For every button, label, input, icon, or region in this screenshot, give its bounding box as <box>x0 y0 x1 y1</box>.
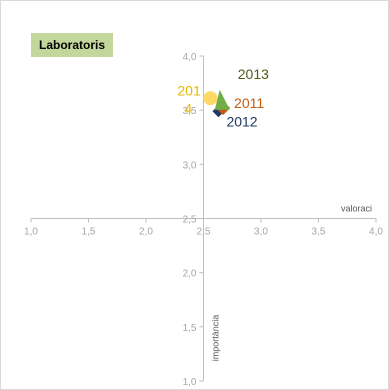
y-tick-label: 3,5 <box>183 106 197 117</box>
data-label-2013: 2013 <box>238 66 269 82</box>
x-tick-label: 4,0 <box>369 227 383 238</box>
y-axis-title: importància <box>211 315 221 362</box>
x-tick-label: 1,0 <box>24 227 38 238</box>
x-tick-label: 2,0 <box>139 227 153 238</box>
y-tick-label: 4,0 <box>183 52 197 63</box>
data-label-2012: 2012 <box>226 113 257 129</box>
y-tick-label: 2,5 <box>183 215 197 226</box>
point-2013 <box>214 89 230 110</box>
y-tick-label: 3,0 <box>183 160 197 171</box>
point-2014 <box>203 91 218 106</box>
x-tick-label: 2,5 <box>197 227 211 238</box>
x-tick-label: 1,5 <box>82 227 96 238</box>
x-tick-label: 3,5 <box>312 227 326 238</box>
data-label-2014: 201 <box>177 82 201 98</box>
y-tick-label: 1,0 <box>183 377 197 388</box>
x-axis-title: valoraci <box>341 204 372 214</box>
x-tick-label: 3,0 <box>254 227 268 238</box>
data-label-2014: 4 <box>184 100 192 116</box>
data-label-2011: 2011 <box>234 95 264 111</box>
y-tick-label: 1,5 <box>183 323 197 334</box>
y-tick-label: 2,0 <box>183 269 197 280</box>
chart-title: Laboratoris <box>31 33 114 57</box>
